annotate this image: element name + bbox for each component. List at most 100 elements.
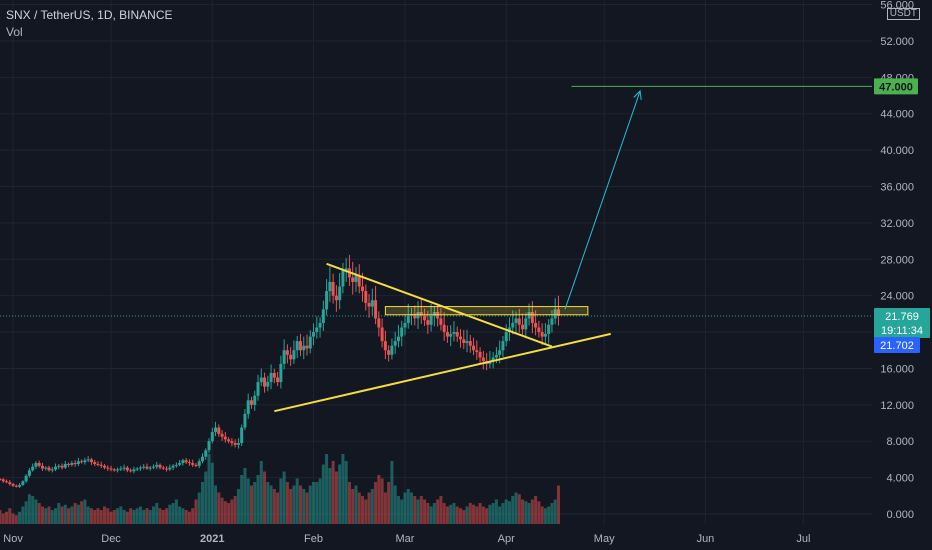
- candle-body[interactable]: [514, 318, 518, 323]
- candle-body[interactable]: [106, 467, 110, 469]
- candle-body[interactable]: [364, 291, 368, 303]
- candle-body[interactable]: [200, 456, 204, 462]
- candle-body[interactable]: [217, 427, 221, 434]
- candle-body[interactable]: [315, 327, 319, 333]
- candle-body[interactable]: [31, 466, 35, 471]
- candle-body[interactable]: [501, 341, 505, 351]
- candle-body[interactable]: [132, 469, 136, 472]
- candle-body[interactable]: [37, 463, 41, 466]
- candle-body[interactable]: [478, 352, 482, 358]
- candle-body[interactable]: [34, 463, 38, 467]
- candle-body[interactable]: [142, 466, 146, 468]
- candle-body[interactable]: [524, 318, 528, 330]
- candle-body[interactable]: [50, 469, 54, 471]
- time-axis[interactable]: Nov Dec 2021 Feb Mar Apr May Jun Jul: [3, 533, 810, 545]
- candle-body[interactable]: [223, 436, 227, 440]
- candle-body[interactable]: [537, 327, 541, 333]
- candle-body[interactable]: [269, 372, 273, 383]
- candle-body[interactable]: [11, 483, 15, 486]
- candle-body[interactable]: [138, 467, 142, 469]
- candle-body[interactable]: [452, 332, 456, 334]
- candle-body[interactable]: [367, 302, 371, 307]
- candle-body[interactable]: [70, 463, 74, 465]
- candle-body[interactable]: [44, 467, 48, 469]
- candle-body[interactable]: [272, 372, 276, 378]
- candle-body[interactable]: [243, 413, 247, 428]
- candle-body[interactable]: [27, 470, 31, 476]
- candle-body[interactable]: [491, 357, 495, 362]
- candle-body[interactable]: [312, 332, 316, 337]
- candle-body[interactable]: [165, 468, 169, 470]
- candle-body[interactable]: [93, 462, 97, 464]
- candle-body[interactable]: [354, 275, 358, 283]
- candle-body[interactable]: [318, 322, 322, 328]
- candle-body[interactable]: [86, 459, 90, 461]
- candle-body[interactable]: [1, 479, 5, 482]
- candle-body[interactable]: [116, 469, 120, 471]
- candle-body[interactable]: [266, 382, 270, 387]
- candle-body[interactable]: [481, 357, 485, 362]
- projection-arrow-line[interactable]: [564, 90, 641, 310]
- candle-body[interactable]: [76, 461, 80, 464]
- candle-body[interactable]: [455, 332, 459, 337]
- candle-body[interactable]: [214, 427, 218, 433]
- candle-body[interactable]: [298, 341, 302, 351]
- candle-body[interactable]: [5, 481, 9, 483]
- candle-body[interactable]: [178, 463, 182, 465]
- candle-body[interactable]: [207, 441, 211, 451]
- candle-body[interactable]: [249, 400, 253, 405]
- candle-body[interactable]: [383, 341, 387, 351]
- candle-body[interactable]: [396, 336, 400, 342]
- candle-body[interactable]: [63, 463, 67, 468]
- candle-body[interactable]: [511, 322, 515, 328]
- candle-body[interactable]: [236, 443, 240, 445]
- candle-body[interactable]: [158, 464, 162, 468]
- candle-body[interactable]: [295, 341, 299, 351]
- candle-body[interactable]: [530, 312, 534, 323]
- candle-body[interactable]: [458, 336, 462, 340]
- candle-body[interactable]: [125, 467, 129, 471]
- candle-body[interactable]: [370, 300, 374, 307]
- candle-body[interactable]: [341, 270, 345, 287]
- triangle-upper-trendline[interactable]: [326, 262, 553, 348]
- candle-body[interactable]: [99, 464, 103, 466]
- candle-body[interactable]: [534, 322, 538, 328]
- candle-body[interactable]: [334, 295, 338, 301]
- candle-body[interactable]: [540, 332, 544, 337]
- candle-body[interactable]: [517, 318, 521, 325]
- candle-body[interactable]: [184, 460, 188, 463]
- candle-body[interactable]: [0, 479, 2, 481]
- currency-label[interactable]: USDT: [886, 8, 920, 20]
- candle-body[interactable]: [151, 466, 155, 468]
- candle-body[interactable]: [550, 318, 554, 325]
- candles[interactable]: [0, 255, 560, 489]
- candle-body[interactable]: [174, 464, 178, 466]
- candle-body[interactable]: [109, 468, 113, 470]
- candle-body[interactable]: [442, 324, 446, 333]
- candle-body[interactable]: [504, 332, 508, 342]
- triangle-lower-trendline[interactable]: [274, 332, 611, 413]
- candle-body[interactable]: [403, 322, 407, 328]
- candle-body[interactable]: [338, 286, 342, 301]
- candle-body[interactable]: [21, 481, 25, 485]
- candle-body[interactable]: [308, 336, 312, 349]
- candle-body[interactable]: [465, 341, 469, 343]
- resistance-zone[interactable]: [384, 306, 589, 316]
- candle-body[interactable]: [135, 468, 139, 470]
- candle-body[interactable]: [227, 439, 231, 442]
- symbol-title[interactable]: SNX / TetherUS, 1D, BINANCE: [6, 8, 173, 22]
- candle-body[interactable]: [321, 309, 325, 323]
- candle-body[interactable]: [67, 463, 71, 465]
- candle-body[interactable]: [171, 465, 175, 468]
- candle-body[interactable]: [191, 463, 195, 465]
- candle-body[interactable]: [282, 350, 286, 364]
- candle-body[interactable]: [24, 475, 28, 482]
- candle-body[interactable]: [233, 443, 237, 445]
- candle-body[interactable]: [556, 309, 560, 316]
- candle-body[interactable]: [253, 395, 257, 405]
- candle-body[interactable]: [246, 400, 250, 414]
- candle-body[interactable]: [543, 333, 547, 337]
- candle-body[interactable]: [445, 332, 449, 337]
- candle-body[interactable]: [494, 354, 498, 358]
